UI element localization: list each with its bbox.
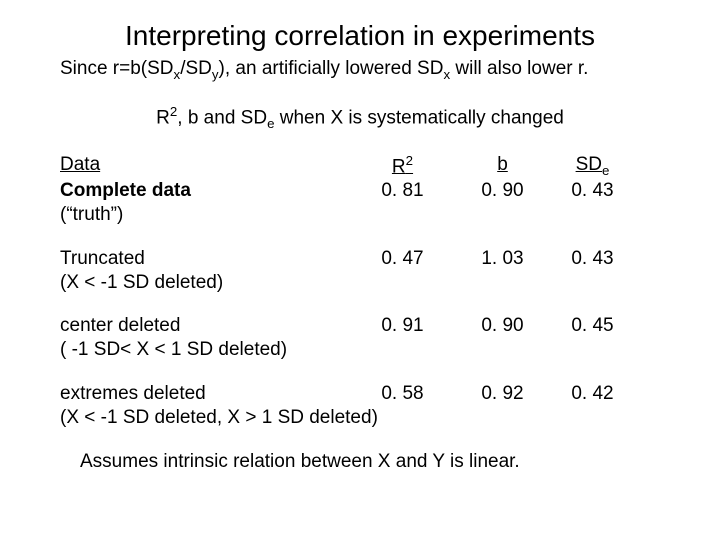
cell-r2: 0. 81 bbox=[350, 179, 455, 203]
table-row: Complete data 0. 81 0. 90 0. 43 bbox=[60, 179, 660, 203]
header-sde: SDe bbox=[550, 153, 635, 179]
header-r2: R2 bbox=[350, 153, 455, 179]
cell-b: 1. 03 bbox=[455, 247, 550, 271]
header-r2-pre: R bbox=[392, 156, 406, 177]
row-label: Complete data bbox=[60, 179, 350, 203]
row-label-bold: Complete data bbox=[60, 180, 191, 201]
table-row: Truncated 0. 47 1. 03 0. 43 bbox=[60, 247, 660, 271]
table-row: extremes deleted 0. 58 0. 92 0. 42 bbox=[60, 382, 660, 406]
slide-title: Interpreting correlation in experiments bbox=[60, 20, 660, 52]
subtitle-part: Since r=b(SD bbox=[60, 58, 174, 79]
cell-b: 0. 90 bbox=[455, 314, 550, 338]
footer-note: Assumes intrinsic relation between X and… bbox=[60, 451, 660, 473]
row-sublabel: (X < -1 SD deleted) bbox=[60, 271, 350, 295]
row-sublabel: ( -1 SD< X < 1 SD deleted) bbox=[60, 338, 350, 362]
subtitle-part: ), an artificially lowered SD bbox=[219, 58, 444, 79]
cell-sde: 0. 43 bbox=[550, 179, 635, 203]
table-row: (X < -1 SD deleted, X > 1 SD deleted) bbox=[60, 406, 660, 430]
slide-content: Interpreting correlation in experiments … bbox=[0, 0, 720, 493]
row-sublabel: (X < -1 SD deleted, X > 1 SD deleted) bbox=[60, 406, 378, 430]
subtitle-part: will also lower r. bbox=[450, 58, 588, 79]
table-row: (X < -1 SD deleted) bbox=[60, 271, 660, 295]
row-sublabel: (“truth”) bbox=[60, 203, 350, 227]
row-label: extremes deleted bbox=[60, 382, 350, 406]
table-header-row: Data R2 b SDe bbox=[60, 153, 660, 179]
cell-sde: 0. 45 bbox=[550, 314, 635, 338]
cell-r2: 0. 47 bbox=[350, 247, 455, 271]
cell-r2: 0. 91 bbox=[350, 314, 455, 338]
data-table: Data R2 b SDe Complete data 0. 81 0. 90 … bbox=[60, 153, 660, 429]
table-row: center deleted 0. 91 0. 90 0. 45 bbox=[60, 314, 660, 338]
cell-r2: 0. 58 bbox=[350, 382, 455, 406]
table-row: (“truth”) bbox=[60, 203, 660, 227]
cell-b: 0. 92 bbox=[455, 382, 550, 406]
header-b: b bbox=[455, 153, 550, 179]
cell-b: 0. 90 bbox=[455, 179, 550, 203]
header-data: Data bbox=[60, 153, 350, 179]
table-subhead: R2, b and SDe when X is systematically c… bbox=[60, 104, 660, 131]
header-sde-pre: SD bbox=[576, 154, 602, 175]
subhead-part: , b and SD bbox=[177, 107, 267, 128]
subhead-part: R bbox=[156, 107, 170, 128]
header-sde-sub: e bbox=[602, 163, 609, 178]
subhead-part: when X is systematically changed bbox=[274, 107, 563, 128]
subtitle-part: /SD bbox=[180, 58, 212, 79]
subscript-y: y bbox=[212, 67, 219, 82]
cell-sde: 0. 42 bbox=[550, 382, 635, 406]
header-r2-sup: 2 bbox=[406, 153, 413, 168]
row-label: center deleted bbox=[60, 314, 350, 338]
slide-subtitle: Since r=b(SDx/SDy), an artificially lowe… bbox=[60, 58, 660, 82]
row-label: Truncated bbox=[60, 247, 350, 271]
cell-sde: 0. 43 bbox=[550, 247, 635, 271]
table-row: ( -1 SD< X < 1 SD deleted) bbox=[60, 338, 660, 362]
